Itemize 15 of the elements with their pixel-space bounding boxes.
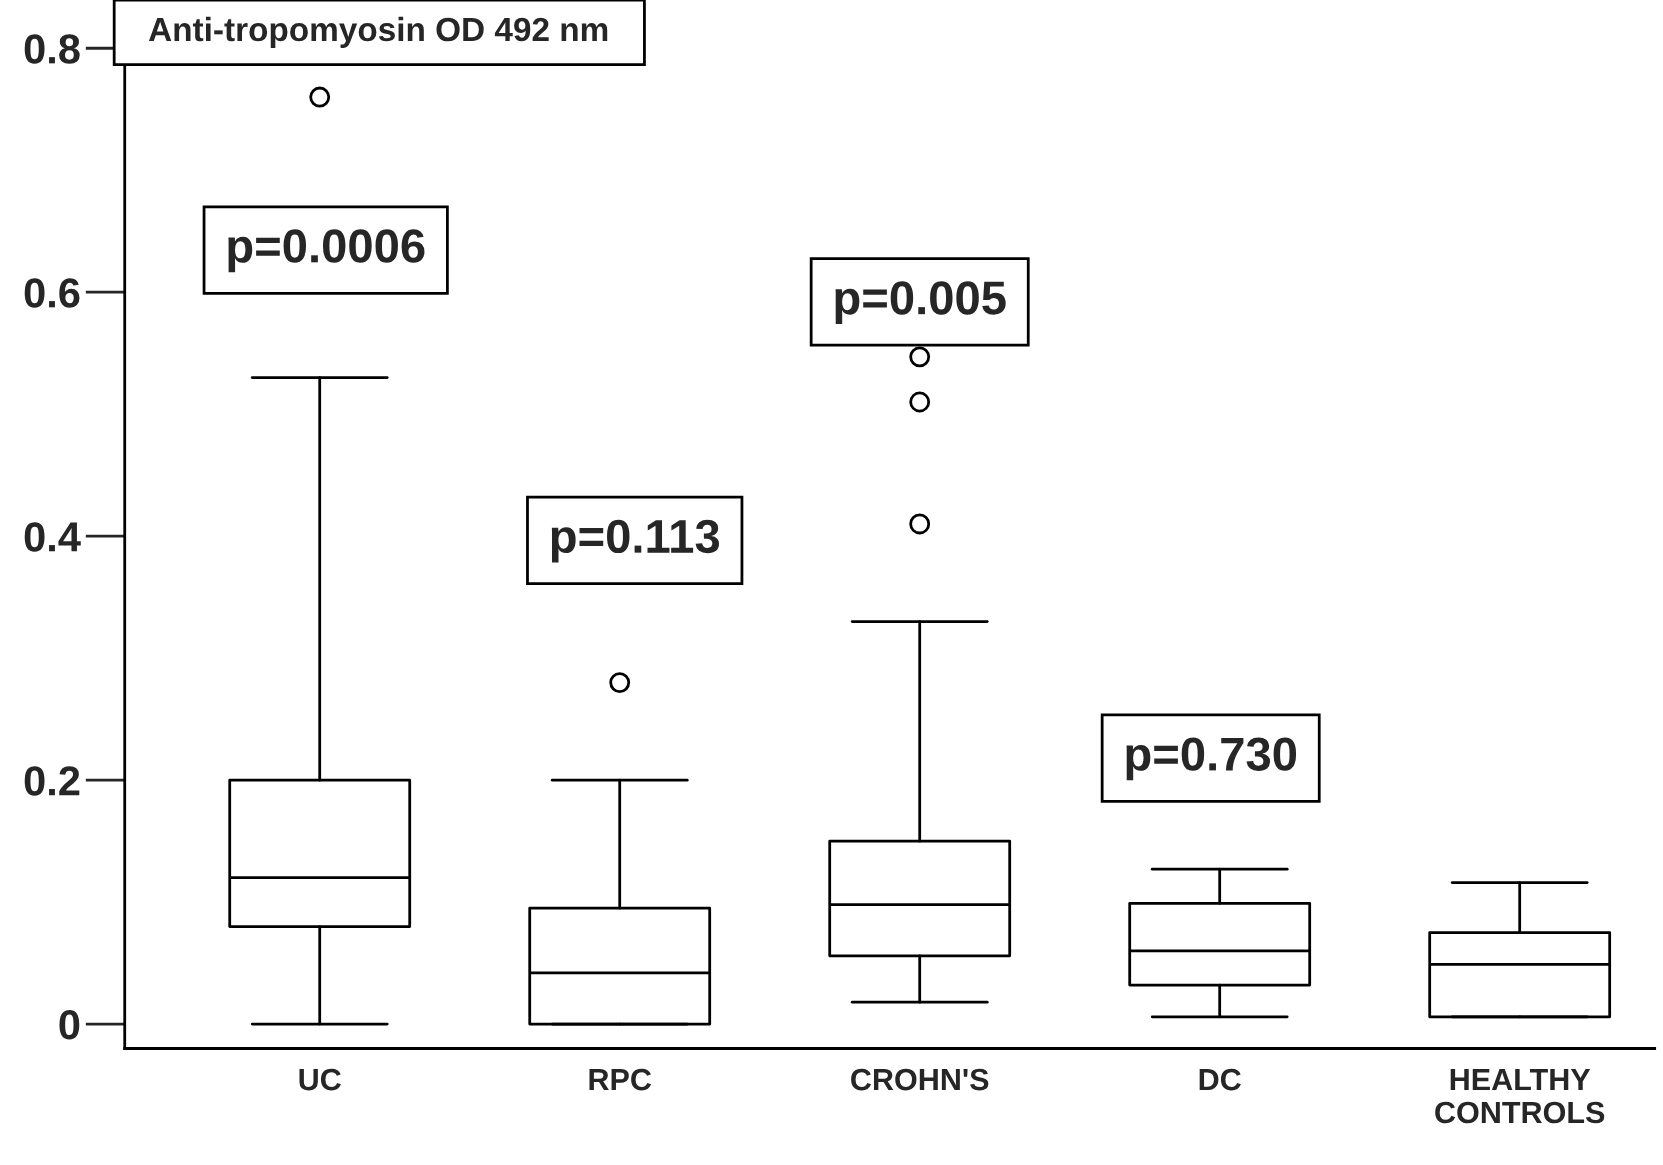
annotation: p=0.0006 [228,229,425,273]
y-tick-label: 0.4 [24,522,81,552]
x-tick-label: UC [299,1068,341,1091]
y-tick-label: 0.8 [24,34,80,64]
x-tick-label: CROHN'S [851,1068,989,1091]
x-tick-label: DC [1199,1068,1241,1091]
y-tick-label: 0.2 [24,766,80,796]
annotation: p=0.113 [551,519,720,563]
y-tick-label: 0.6 [24,278,80,308]
annotation: p=0.005 [835,281,1006,324]
x-tick-label: HEALTHY CONTROLS [1435,1069,1605,1124]
y-tick-label: 0 [59,1010,80,1040]
chart-title: Anti-tropomyosin OD 492 nm [148,16,608,48]
annotation: p=0.730 [1126,737,1297,781]
x-tick-label: RPC [589,1068,652,1091]
